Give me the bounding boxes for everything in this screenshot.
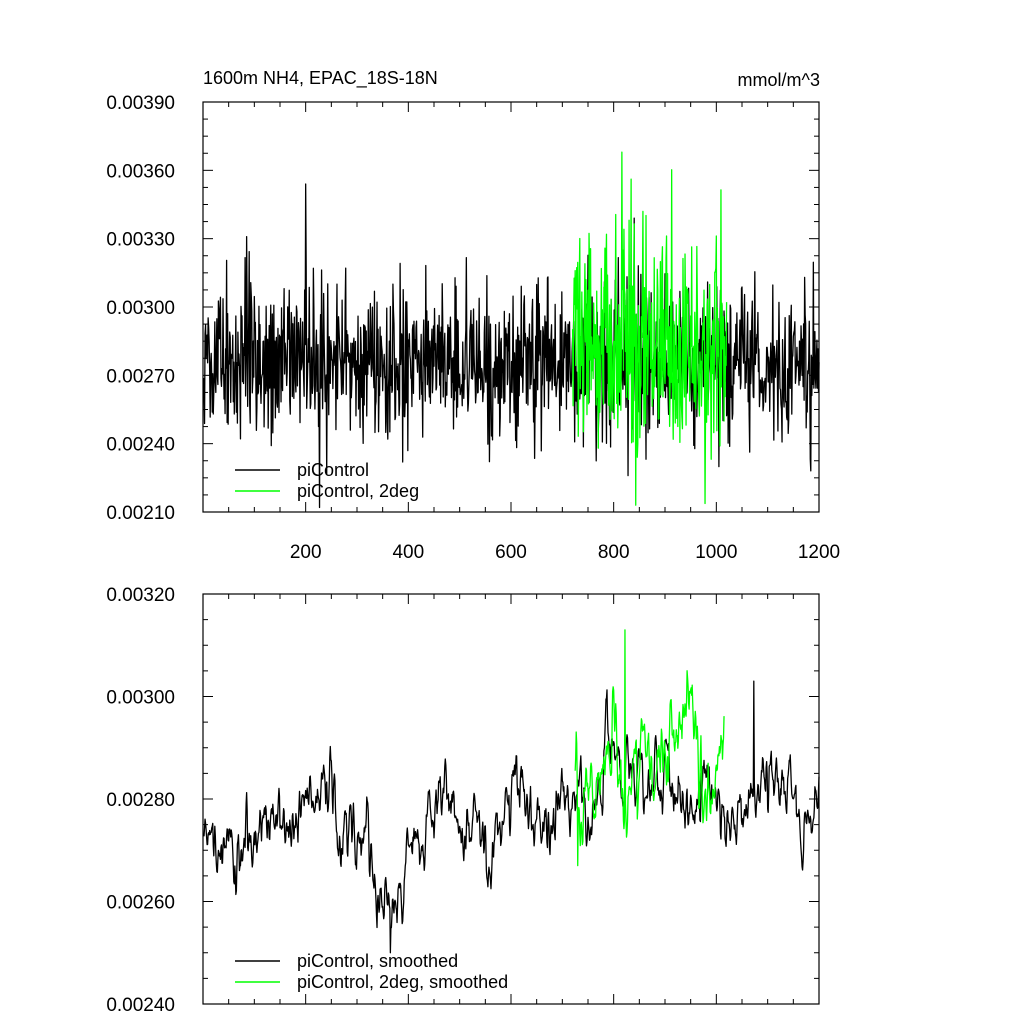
legend-label-picontrol-2deg: piControl, 2deg bbox=[297, 481, 419, 501]
y-tick-label: 0.00320 bbox=[106, 585, 175, 606]
legend-label-picontrol: piControl bbox=[297, 460, 369, 480]
ticks-layer: 0.00240 0.00260 0.00280 0.00300 0.00320 bbox=[106, 585, 820, 1016]
y-tick-label: 0.00280 bbox=[106, 790, 175, 811]
series-line-1-0 bbox=[202, 680, 820, 954]
x-tick-label: 400 bbox=[392, 542, 424, 563]
y-tick-label: 0.00360 bbox=[106, 161, 175, 182]
x-tick-label: 800 bbox=[598, 542, 630, 563]
x-tick-label: 200 bbox=[290, 542, 322, 563]
x-tick-label: 600 bbox=[495, 542, 527, 563]
x-tick-label: 1200 bbox=[798, 542, 840, 563]
legend-label-picontrol-2deg-smoothed: piControl, 2deg, smoothed bbox=[297, 972, 508, 992]
series-layer bbox=[202, 151, 820, 509]
y-tick-label: 0.00300 bbox=[106, 688, 175, 709]
top-panel: 1600m NH4, EPAC_18S-18N mmol/m^3 0.00210… bbox=[106, 68, 840, 563]
y-tick-label: 0.00270 bbox=[106, 366, 175, 387]
y-tick-label: 0.00260 bbox=[106, 893, 175, 914]
y-tick-label: 0.00330 bbox=[106, 230, 175, 251]
legend: piControl, smoothed piControl, 2deg, smo… bbox=[235, 951, 508, 992]
bottom-panel: 0.00240 0.00260 0.00280 0.00300 0.00320 piCo… bbox=[106, 585, 820, 1016]
legend-label-picontrol-smoothed: piControl, smoothed bbox=[297, 951, 458, 971]
units-label: mmol/m^3 bbox=[738, 70, 820, 90]
series-line-1-1 bbox=[574, 629, 725, 867]
legend: piControl piControl, 2deg bbox=[235, 460, 419, 501]
series-line-0-1 bbox=[571, 151, 728, 506]
y-tick-label: 0.00240 bbox=[106, 995, 175, 1016]
y-tick-label: 0.00240 bbox=[106, 435, 175, 456]
x-tick-label: 1000 bbox=[695, 542, 737, 563]
ticks-layer: 0.00210 0.00240 0.00270 0.00300 0.00330 0.003… bbox=[106, 93, 840, 563]
series-layer bbox=[202, 629, 820, 954]
y-tick-label: 0.00390 bbox=[106, 93, 175, 114]
y-tick-label: 0.00210 bbox=[106, 503, 175, 524]
chart-title: 1600m NH4, EPAC_18S-18N bbox=[203, 68, 438, 89]
y-tick-label: 0.00300 bbox=[106, 298, 175, 319]
